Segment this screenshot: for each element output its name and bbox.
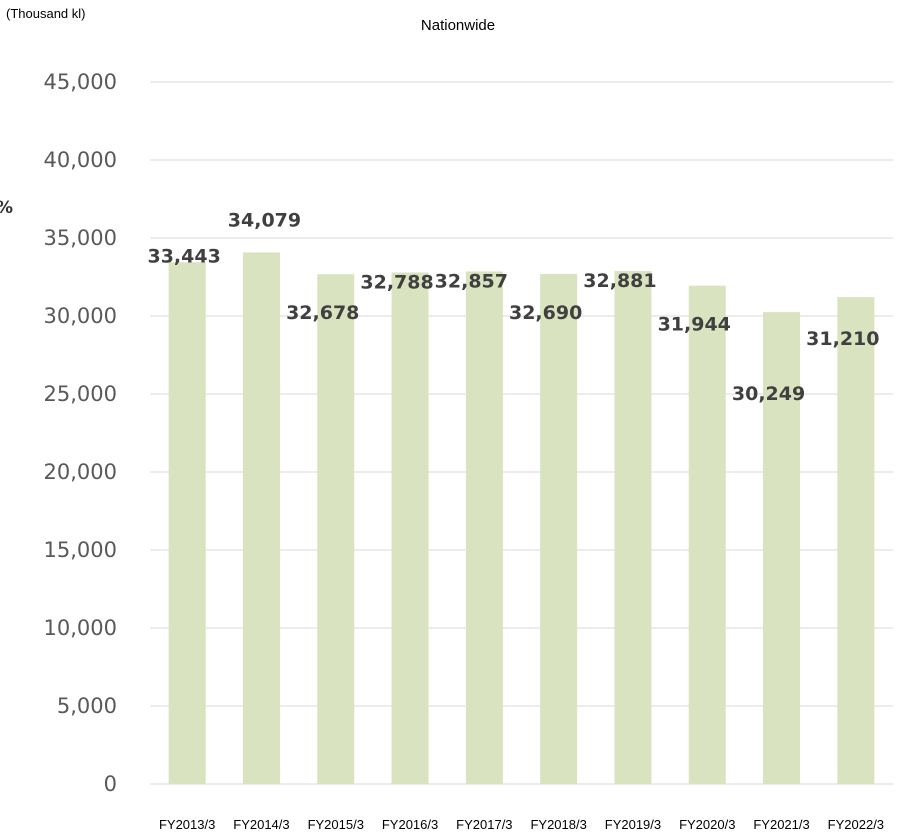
percent-label: %	[0, 198, 13, 218]
bar	[763, 312, 801, 784]
x-tick-label: FY2022/3	[828, 817, 884, 832]
x-tick-label: FY2020/3	[679, 817, 735, 832]
unit-label: (Thousand kl)	[6, 6, 86, 21]
y-tick-label: 5,000	[57, 694, 117, 718]
data-label: 31,944	[658, 314, 731, 336]
y-tick-label: 10,000	[44, 616, 117, 640]
y-tick-label: 25,000	[44, 382, 117, 406]
bar	[391, 272, 429, 784]
data-label: 32,678	[286, 302, 359, 324]
bar	[465, 271, 503, 784]
data-label: 31,210	[806, 328, 879, 350]
y-axis-ticks: 0 5,000 10,000 15,000 20,000 25,000 30,000 35,0…	[44, 70, 117, 796]
data-label: 34,079	[228, 209, 301, 231]
x-tick-label: FY2016/3	[382, 817, 438, 832]
bar	[688, 285, 726, 784]
y-tick-label: 45,000	[44, 70, 117, 94]
data-label: 32,857	[435, 270, 508, 292]
y-tick-label: 35,000	[44, 226, 117, 250]
x-tick-label: FY2015/3	[308, 817, 364, 832]
bar	[540, 274, 578, 784]
x-axis-ticks: FY2013/3 FY2014/3 FY2015/3 FY2016/3 FY2017/3…	[159, 817, 884, 832]
data-label: 30,249	[732, 383, 805, 405]
data-label: 32,788	[360, 272, 433, 294]
bar	[614, 271, 652, 784]
x-tick-label: FY2018/3	[530, 817, 586, 832]
y-tick-label: 30,000	[44, 304, 117, 328]
y-tick-label: 20,000	[44, 460, 117, 484]
bar	[317, 274, 355, 784]
y-tick-label: 40,000	[44, 148, 117, 172]
y-tick-label: 0	[104, 772, 117, 796]
data-label: 32,690	[509, 302, 582, 324]
x-tick-label: FY2013/3	[159, 817, 215, 832]
x-tick-label: FY2019/3	[605, 817, 661, 832]
bar	[242, 252, 280, 784]
bar	[837, 297, 875, 784]
x-tick-label: FY2021/3	[753, 817, 809, 832]
y-tick-label: 15,000	[44, 538, 117, 562]
bar	[168, 262, 206, 785]
x-tick-label: FY2014/3	[233, 817, 289, 832]
chart-title: Nationwide	[420, 17, 496, 34]
x-tick-label: FY2017/3	[456, 817, 512, 832]
data-label: 32,881	[583, 270, 656, 292]
bars	[168, 252, 875, 785]
data-label: 33,443	[147, 245, 220, 267]
